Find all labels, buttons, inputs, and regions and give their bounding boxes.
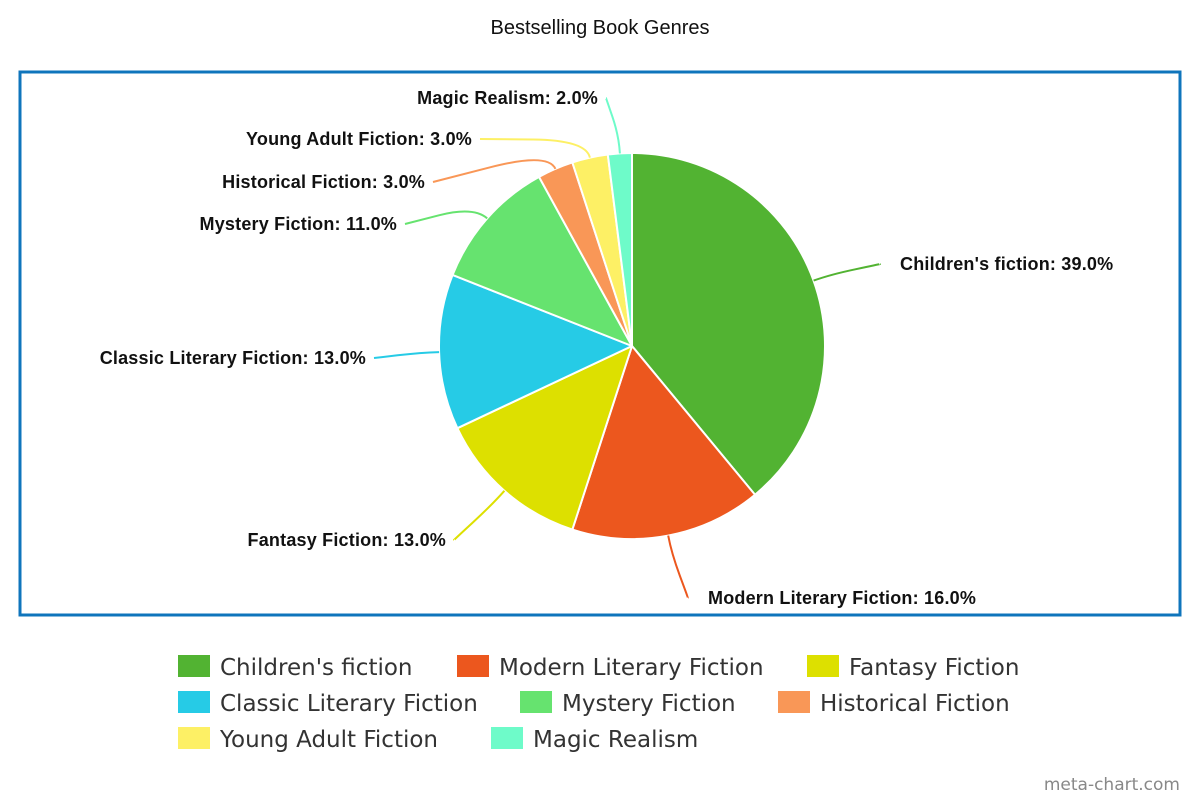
- slice-label-fantasy-fiction: Fantasy Fiction: 13.0%: [248, 530, 446, 550]
- pie-slice-fantasy-fiction[interactable]: [456, 345, 633, 531]
- legend-swatch: [178, 655, 210, 677]
- connector-classic-literary-fiction: [373, 351, 440, 359]
- connector-fantasy-fiction: [452, 490, 506, 541]
- slice-label-classic-literary-fiction: Classic Literary Fiction: 13.0%: [100, 348, 366, 368]
- legend-label: Modern Literary Fiction: [499, 655, 764, 681]
- slice-label-historical-fiction: Historical Fiction: 3.0%: [222, 172, 425, 192]
- watermark: meta-chart.com: [1044, 775, 1180, 795]
- legend-label: Mystery Fiction: [562, 691, 736, 717]
- legend-swatch: [457, 655, 489, 677]
- chart-title: Bestselling Book Genres: [490, 17, 709, 39]
- connector-historical-fiction: [432, 159, 557, 183]
- legend-item-children-s-fiction[interactable]: Children's fiction: [178, 655, 413, 681]
- legend-swatch: [520, 691, 552, 713]
- legend-swatch: [491, 727, 523, 749]
- legend: Children's fiction Modern Literary Fictio…: [178, 655, 1019, 753]
- legend-item-mystery-fiction[interactable]: Mystery Fiction: [520, 691, 736, 717]
- slice-label-magic-realism: Magic Realism: 2.0%: [417, 88, 598, 108]
- slice-label-young-adult-fiction: Young Adult Fiction: 3.0%: [246, 129, 472, 149]
- legend-label: Historical Fiction: [820, 691, 1010, 717]
- legend-item-magic-realism[interactable]: Magic Realism: [491, 727, 698, 753]
- slice-labels: Children's fiction: 39.0% Modern Literary…: [100, 88, 1113, 608]
- legend-label: Young Adult Fiction: [219, 727, 438, 753]
- legend-swatch: [178, 727, 210, 749]
- legend-label: Classic Literary Fiction: [220, 691, 478, 717]
- legend-item-fantasy-fiction[interactable]: Fantasy Fiction: [807, 655, 1019, 681]
- connector-modern-literary-fiction: [667, 535, 690, 599]
- pie-slices: [438, 151, 826, 540]
- pie-slice-children-s-fiction[interactable]: [631, 152, 826, 496]
- connector-young-adult-fiction: [479, 137, 591, 158]
- pie-slice-modern-literary-fiction[interactable]: [571, 345, 757, 540]
- legend-item-young-adult-fiction[interactable]: Young Adult Fiction: [178, 727, 438, 753]
- slice-label-mystery-fiction: Mystery Fiction: 11.0%: [200, 214, 397, 234]
- legend-item-historical-fiction[interactable]: Historical Fiction: [778, 691, 1010, 717]
- slice-label-children-s-fiction: Children's fiction: 39.0%: [900, 254, 1113, 274]
- connector-children-s-fiction: [813, 263, 882, 282]
- legend-label: Children's fiction: [220, 655, 413, 681]
- legend-label: Fantasy Fiction: [849, 655, 1019, 681]
- legend-item-modern-literary-fiction[interactable]: Modern Literary Fiction: [457, 655, 764, 681]
- legend-label: Magic Realism: [533, 727, 698, 753]
- legend-swatch: [778, 691, 810, 713]
- legend-swatch: [807, 655, 839, 677]
- connector-mystery-fiction: [404, 210, 488, 225]
- slice-label-modern-literary-fiction: Modern Literary Fiction: 16.0%: [708, 588, 976, 608]
- legend-item-classic-literary-fiction[interactable]: Classic Literary Fiction: [178, 691, 478, 717]
- legend-swatch: [178, 691, 210, 713]
- plot-frame: [18, 70, 1182, 617]
- connector-magic-realism: [605, 97, 621, 154]
- label-connectors: [373, 97, 882, 599]
